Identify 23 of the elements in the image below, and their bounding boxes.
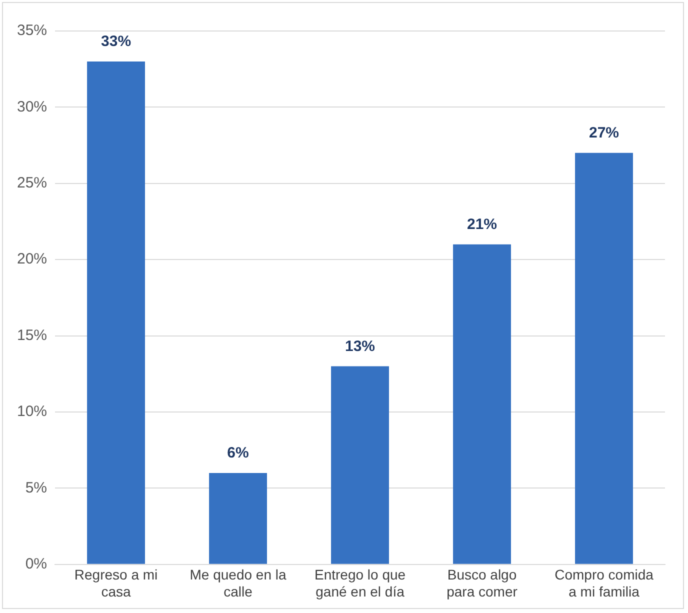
y-tick-label: 25% bbox=[16, 174, 48, 192]
bar bbox=[209, 472, 267, 564]
bar bbox=[575, 152, 633, 564]
data-label: 21% bbox=[466, 216, 498, 233]
data-label: 6% bbox=[227, 444, 249, 462]
y-tick-label: 35% bbox=[16, 22, 48, 40]
x-tick-label: Compro comida a mi familia bbox=[554, 566, 654, 600]
data-label: 33% bbox=[101, 33, 132, 50]
data-label: 27% bbox=[588, 124, 620, 142]
x-tick-label: Busco algo para comer bbox=[446, 566, 518, 600]
y-tick-label: 10% bbox=[16, 403, 48, 420]
x-tick-label: Me quedo en la calle bbox=[190, 566, 286, 600]
y-tick-label: 0% bbox=[25, 556, 48, 573]
y-tick-label: 30% bbox=[16, 98, 48, 116]
x-tick-label: Regreso a mi casa bbox=[74, 566, 158, 600]
bar bbox=[87, 61, 145, 564]
x-tick-label: Entrego lo que gané en el día bbox=[314, 566, 406, 600]
y-tick-label: 20% bbox=[16, 250, 48, 268]
bar bbox=[453, 244, 511, 564]
y-tick-label: 5% bbox=[25, 479, 48, 496]
bar bbox=[331, 366, 389, 564]
y-tick-label: 15% bbox=[16, 326, 48, 344]
data-label: 13% bbox=[344, 338, 376, 355]
